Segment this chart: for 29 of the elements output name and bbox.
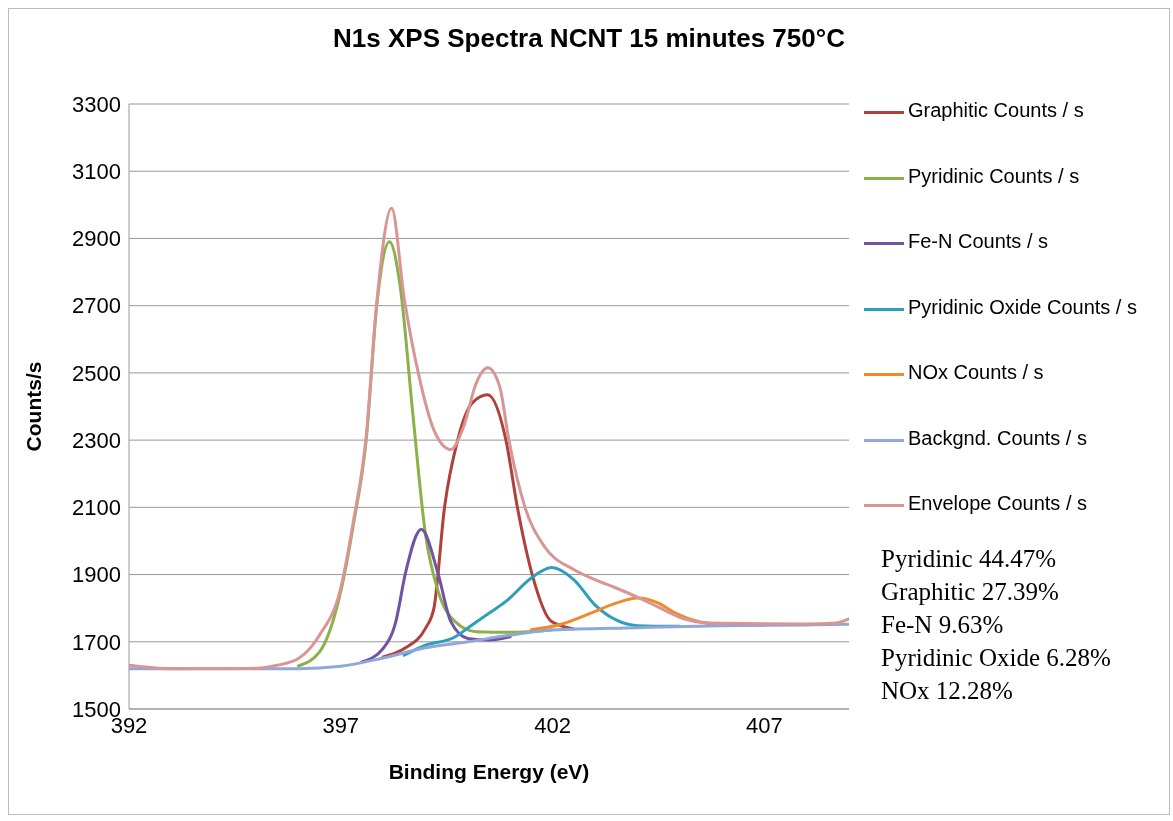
text: Fe-N 9.63% — [881, 610, 1005, 640]
text: NOx 12.28% — [881, 676, 1014, 706]
line-series — [129, 206, 849, 671]
line-series — [360, 527, 512, 664]
legend-label: Envelope Counts / s — [908, 492, 1087, 515]
legend-label: Pyridinic Oxide Counts / s — [908, 295, 1137, 319]
x-tick-label: 402 — [534, 712, 571, 738]
text: Graphitic 27.39% — [881, 577, 1060, 607]
chart-title: N1s XPS Spectra NCNT 15 minutes 750°C — [332, 23, 846, 54]
x-tick-label: 407 — [745, 712, 783, 738]
y-tick-label: 1700 — [72, 629, 121, 655]
legend-label: Graphitic Counts / s — [908, 99, 1084, 122]
legend-label: Pyridinic Counts / s — [908, 164, 1080, 188]
legend-label: NOx Counts / s — [908, 361, 1044, 384]
y-tick-label: 1900 — [72, 562, 121, 588]
y-tick-label: 2300 — [72, 427, 121, 453]
y-axis-title: Counts/s — [22, 361, 46, 452]
y-tick-label: 2900 — [72, 226, 121, 252]
y-tick-label: 2100 — [72, 495, 121, 521]
text: Pyridinic Oxide 6.28% — [881, 643, 1111, 673]
x-tick-label: 397 — [322, 712, 360, 738]
text: Pyridinic 44.47% — [881, 544, 1057, 574]
legend-label: Fe-N Counts / s — [908, 230, 1049, 253]
y-tick-label: 3300 — [72, 91, 121, 117]
x-axis-title: Binding Energy (eV) — [388, 760, 590, 783]
y-tick-label: 2700 — [72, 293, 121, 319]
y-tick-label: 2500 — [72, 360, 121, 386]
y-tick-label: 3100 — [72, 159, 121, 185]
legend-label: Backgnd. Counts / s — [908, 426, 1087, 450]
